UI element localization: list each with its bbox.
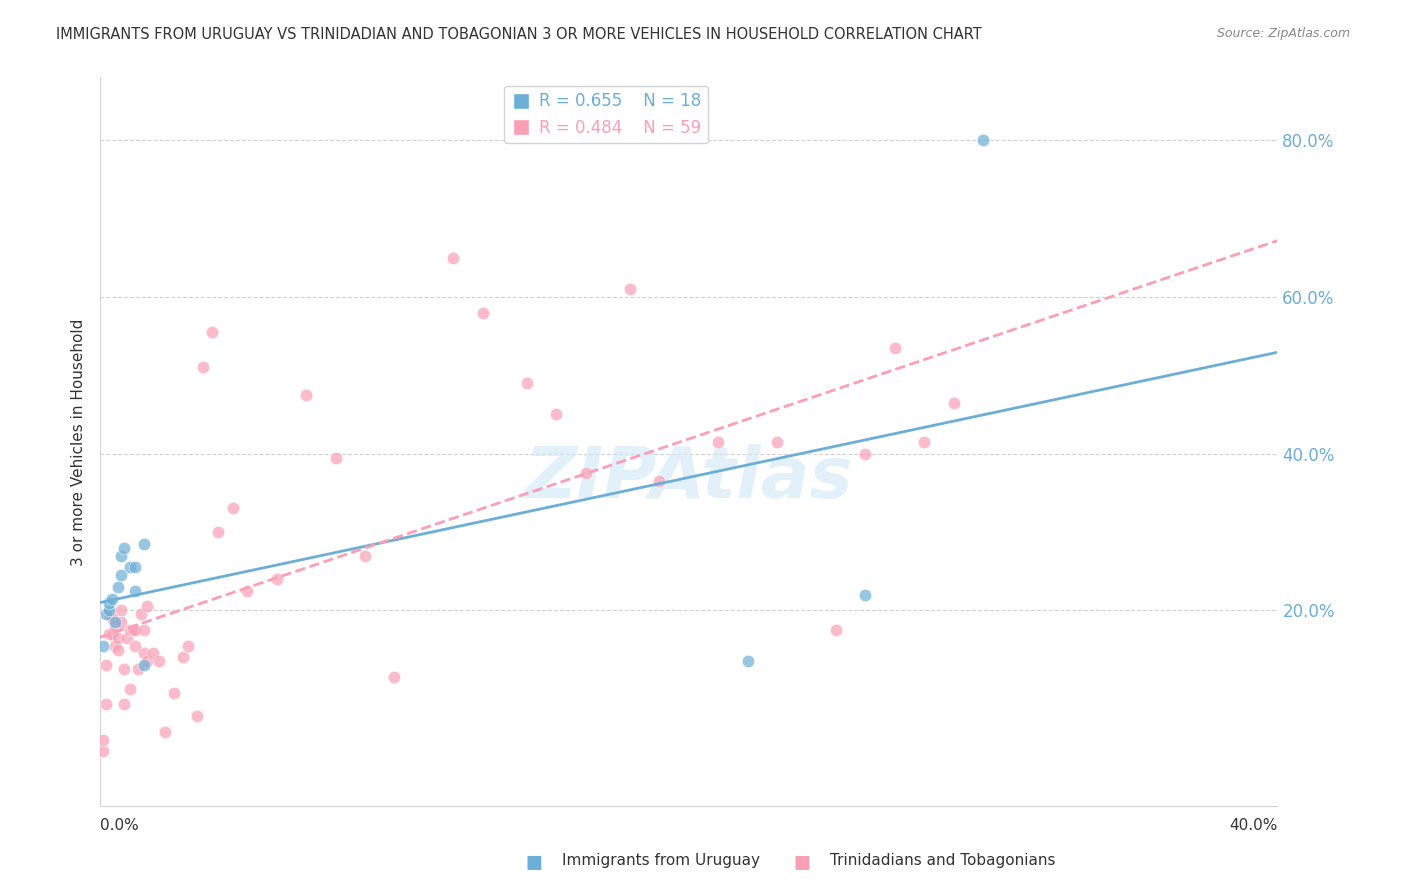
Point [707,434,730,449]
Point [112,662,135,676]
Point [972,133,994,147]
Point [853,447,876,461]
Point [942,395,965,409]
Point [441,251,464,265]
Point [112,541,135,555]
Point [110,603,132,617]
Point [115,631,138,645]
Point [97,603,120,617]
Point [737,654,759,668]
Point [124,583,146,598]
Point [142,647,165,661]
Point [97,607,120,622]
Point [104,615,127,629]
Point [853,588,876,602]
Point [118,560,141,574]
Text: IMMIGRANTS FROM URUGUAY VS TRINIDADIAN AND TOBAGONIAN 3 OR MORE VEHICLES IN HOUS: IMMIGRANTS FROM URUGUAY VS TRINIDADIAN A… [56,27,981,42]
Point [153,724,176,739]
Point [118,681,141,696]
Point [91,639,114,653]
Point [619,282,641,296]
Text: 0.0%: 0.0% [100,818,139,833]
Point [91,732,114,747]
Point [191,360,214,375]
Y-axis label: 3 or more Vehicles in Household: 3 or more Vehicles in Household [72,318,86,566]
Point [112,698,135,712]
Point [648,474,671,488]
Point [104,619,127,633]
Point [134,647,156,661]
Point [107,642,129,657]
Legend: R = 0.655    N = 18, R = 0.484    N = 59: R = 0.655 N = 18, R = 0.484 N = 59 [505,86,709,144]
Point [97,596,120,610]
Point [94,658,117,673]
Point [131,607,153,622]
Point [221,501,243,516]
Point [295,388,318,402]
Point [883,341,905,355]
Text: ZIPAtlas: ZIPAtlas [524,444,853,513]
Point [177,639,200,653]
Point [575,467,598,481]
Point [94,698,117,712]
Text: Trinidadians and Tobagonians: Trinidadians and Tobagonians [830,854,1054,868]
Point [124,639,146,653]
Point [97,627,120,641]
Point [110,615,132,629]
Point [912,434,935,449]
Point [127,662,149,676]
Point [134,537,156,551]
Point [325,450,347,465]
Text: 40.0%: 40.0% [1229,818,1278,833]
Point [354,549,377,563]
Point [107,631,129,645]
Point [94,607,117,622]
Point [766,434,789,449]
Point [136,654,159,668]
Point [124,560,146,574]
Point [101,627,124,641]
Point [136,599,159,614]
Text: Immigrants from Uruguay: Immigrants from Uruguay [562,854,761,868]
Point [825,623,848,637]
Point [91,744,114,758]
Point [110,549,132,563]
Point [266,572,288,586]
Point [124,623,146,637]
Point [148,654,170,668]
Point [546,408,568,422]
Point [134,658,156,673]
Point [471,305,494,319]
Point [384,670,406,684]
Point [110,568,132,582]
Point [104,639,127,653]
Point [134,623,156,637]
Point [101,611,124,625]
Point [121,623,143,637]
Point [186,709,208,723]
Text: ▪: ▪ [792,847,811,875]
Point [207,524,229,539]
Point [201,325,224,339]
Point [172,650,194,665]
Text: Source: ZipAtlas.com: Source: ZipAtlas.com [1216,27,1350,40]
Point [516,376,538,390]
Point [118,623,141,637]
Point [107,580,129,594]
Point [101,591,124,606]
Text: ▪: ▪ [524,847,544,875]
Point [163,686,186,700]
Point [236,583,259,598]
